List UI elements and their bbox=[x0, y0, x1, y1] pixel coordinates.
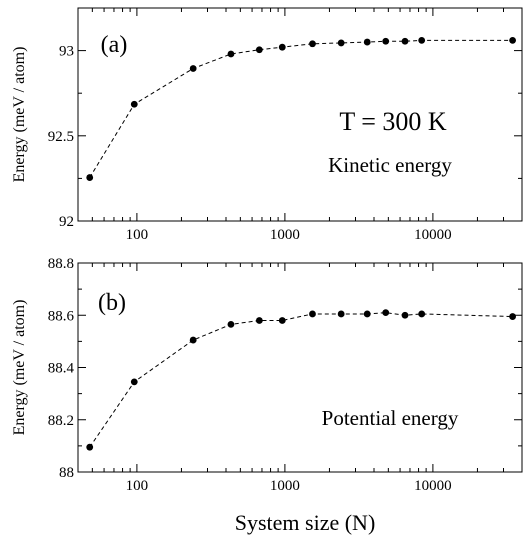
data-point bbox=[337, 310, 345, 318]
y-tick-label: 88.8 bbox=[48, 256, 74, 272]
data-point bbox=[418, 36, 426, 44]
data-point bbox=[86, 443, 94, 451]
y-axis-label: Energy (meV / atom) bbox=[11, 47, 28, 183]
data-point bbox=[382, 37, 390, 45]
data-point bbox=[363, 310, 371, 318]
panel-b: 100 1000 10000 88 88.2 88.4 88.6 88.8 Energy (me… bbox=[11, 256, 523, 494]
y-tick-label: 88 bbox=[59, 465, 74, 481]
data-point bbox=[255, 46, 263, 54]
y-tick-label: 92.5 bbox=[48, 129, 74, 145]
y-tick-label: 88.2 bbox=[48, 413, 74, 429]
y-tick-label: 92 bbox=[59, 214, 74, 230]
data-point bbox=[278, 317, 286, 324]
y-tick-label: 88.4 bbox=[48, 361, 75, 377]
x-tick-label: 10000 bbox=[414, 227, 452, 243]
data-point bbox=[227, 50, 235, 58]
plot-frame bbox=[77, 7, 523, 222]
data-point bbox=[86, 174, 94, 181]
data-point bbox=[189, 336, 197, 344]
data-point bbox=[130, 100, 138, 108]
data-point bbox=[278, 43, 286, 51]
x-tick-label: 1000 bbox=[270, 478, 300, 494]
y-axis-label: Energy (meV / atom) bbox=[11, 300, 28, 436]
panel-label: (a) bbox=[101, 32, 128, 58]
data-point bbox=[227, 320, 235, 328]
data-point bbox=[189, 65, 197, 72]
data-point bbox=[401, 311, 409, 319]
data-point bbox=[309, 40, 316, 48]
x-tick-label: 100 bbox=[126, 478, 149, 494]
plot-frame bbox=[77, 262, 523, 473]
data-point bbox=[401, 37, 409, 45]
annotation: Potential energy bbox=[322, 406, 459, 430]
data-point bbox=[337, 39, 345, 47]
data-point bbox=[382, 309, 390, 317]
data-point bbox=[363, 38, 371, 46]
data-point bbox=[509, 36, 517, 44]
x-tick-label: 1000 bbox=[270, 227, 300, 243]
annotation: Kinetic energy bbox=[328, 153, 452, 177]
y-tick-label: 88.6 bbox=[48, 308, 75, 324]
data-point bbox=[418, 310, 426, 318]
x-tick-label: 100 bbox=[126, 227, 149, 243]
panel-a: 100 1000 10000 92 92.5 93 Energy (meV / atom) (… bbox=[11, 7, 523, 243]
annotation: T = 300 K bbox=[339, 107, 447, 136]
y-tick-label: 93 bbox=[59, 44, 74, 60]
data-point bbox=[255, 317, 263, 324]
panel-label: (b) bbox=[98, 290, 126, 316]
data-point bbox=[309, 310, 316, 318]
x-tick-label: 10000 bbox=[414, 478, 452, 494]
x-axis-label: System size (N) bbox=[235, 510, 376, 535]
data-point bbox=[130, 378, 138, 386]
data-point bbox=[509, 313, 517, 320]
